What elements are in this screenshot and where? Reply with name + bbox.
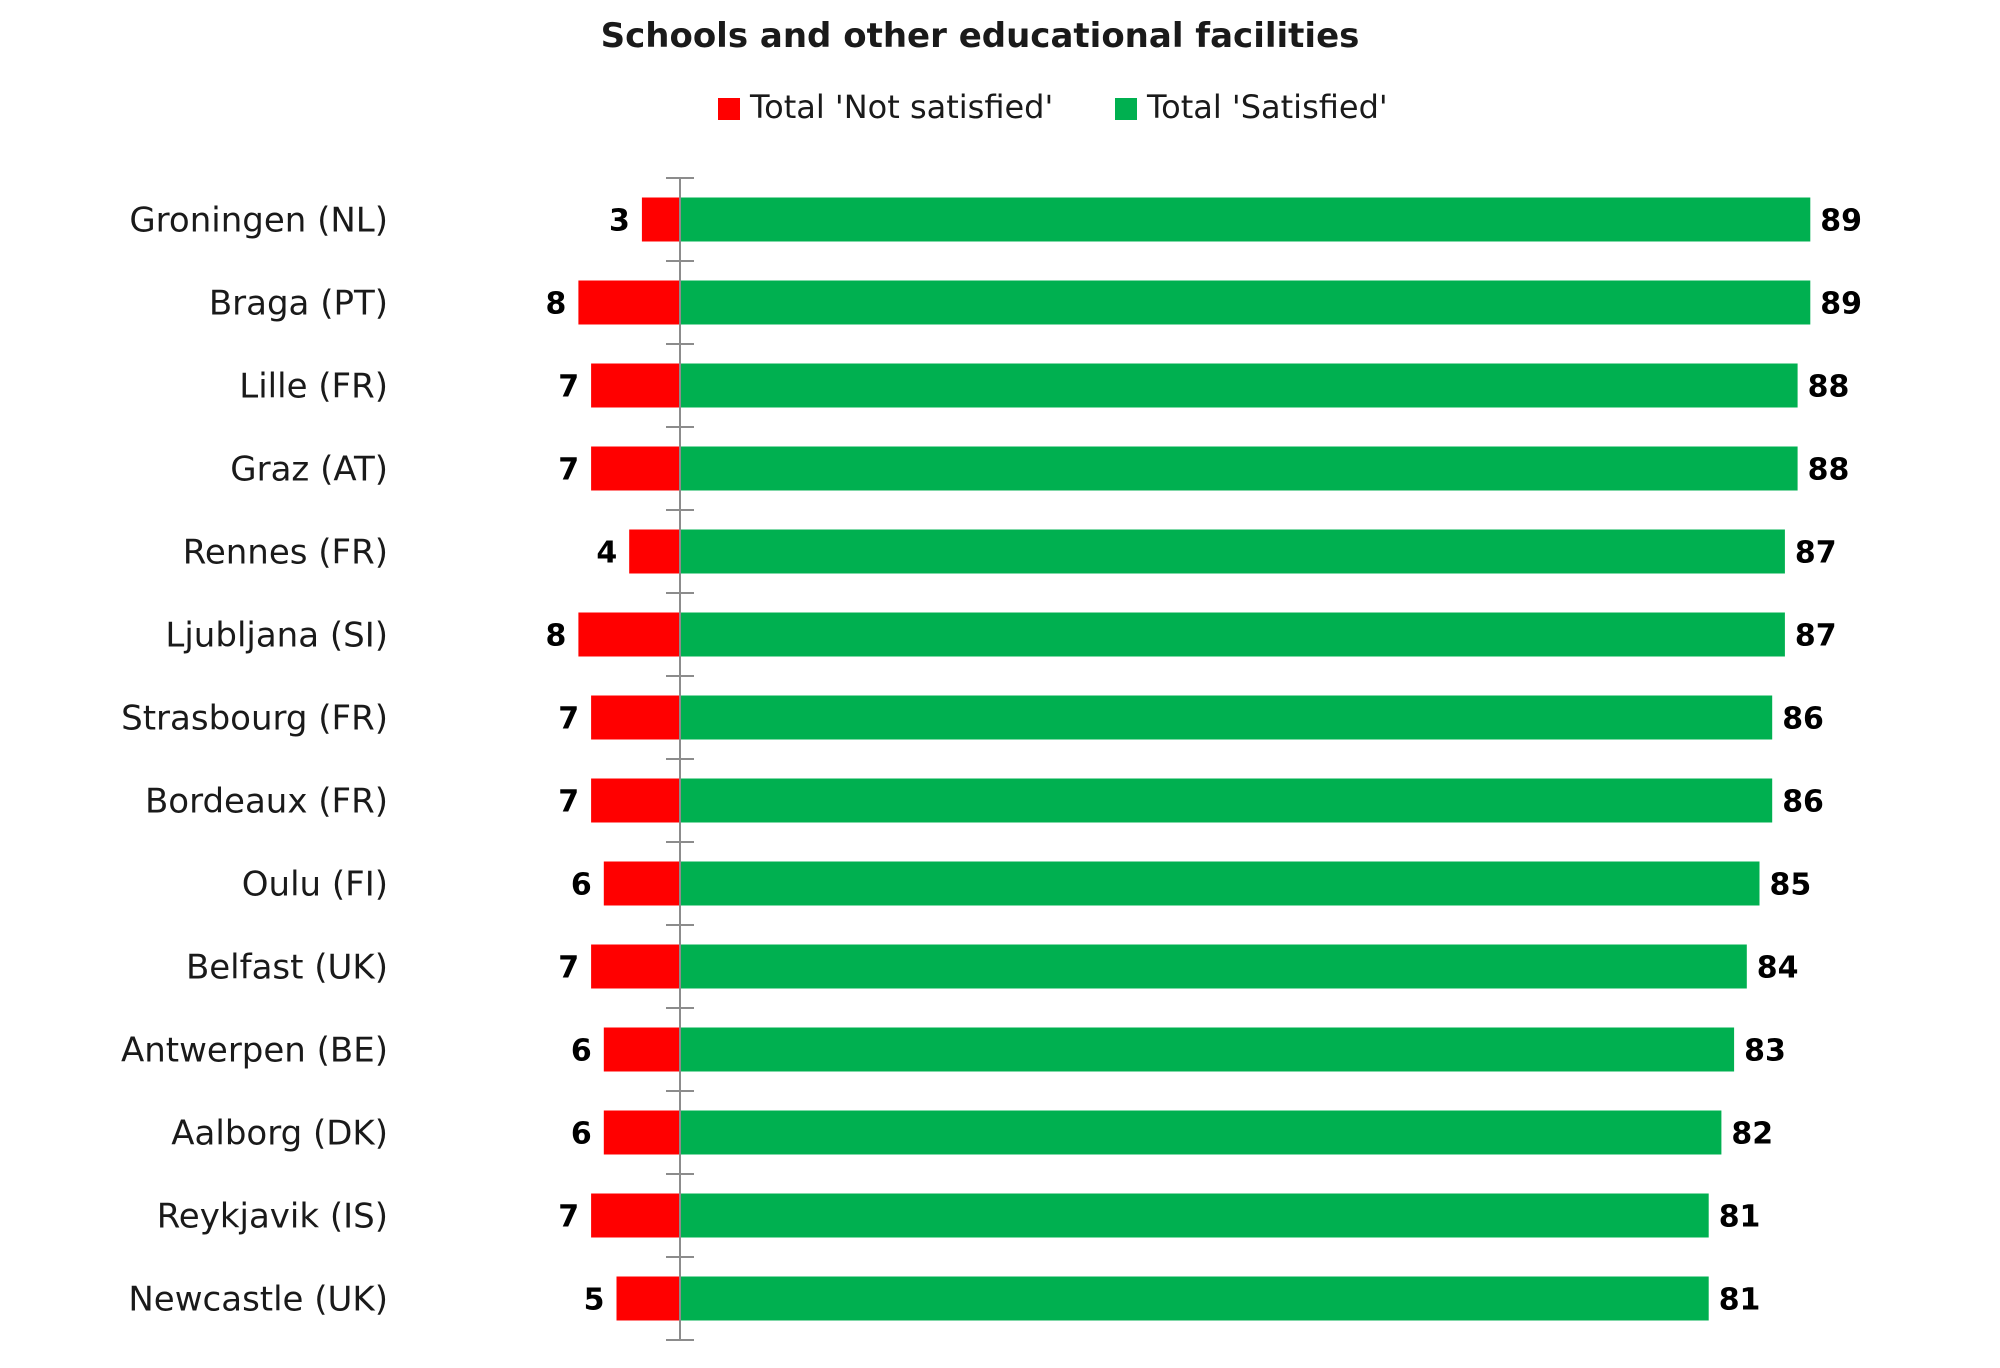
legend-swatch-not-satisfied [718, 98, 740, 120]
data-label-satisfied: 88 [1808, 453, 1850, 488]
data-label-not-satisfied: 7 [558, 951, 579, 986]
data-label-not-satisfied: 7 [558, 785, 579, 820]
category-label: Belfast (UK) [186, 948, 388, 988]
data-label-satisfied: 87 [1795, 536, 1837, 571]
bar-satisfied [680, 1276, 1709, 1321]
data-label-not-satisfied: 7 [558, 1200, 579, 1235]
category-label: Reykjavik (IS) [157, 1197, 388, 1237]
legend: Total 'Not satisfied' Total 'Satisfied' [718, 88, 1388, 126]
category-label: Lille (FR) [239, 367, 388, 407]
data-label-satisfied: 81 [1719, 1283, 1761, 1318]
bar-not-satisfied [629, 529, 680, 574]
bar-not-satisfied [591, 363, 680, 408]
data-label-not-satisfied: 7 [558, 453, 579, 488]
bar-not-satisfied [591, 778, 680, 823]
bar-satisfied [680, 446, 1798, 491]
bar-not-satisfied [591, 1193, 680, 1238]
category-label: Strasbourg (FR) [121, 699, 388, 739]
bar-satisfied [680, 1110, 1722, 1155]
chart-title: Schools and other educational facilities [601, 16, 1360, 56]
data-label-satisfied: 84 [1757, 951, 1799, 986]
data-label-satisfied: 81 [1719, 1200, 1761, 1235]
category-label: Newcastle (UK) [128, 1280, 388, 1320]
category-label: Ljubljana (SI) [165, 616, 388, 656]
legend-label-not-satisfied: Total 'Not satisfied' [749, 88, 1053, 126]
data-label-not-satisfied: 3 [609, 204, 630, 239]
bar-satisfied [680, 612, 1785, 657]
data-label-satisfied: 86 [1782, 785, 1824, 820]
bar-not-satisfied [591, 944, 680, 989]
category-label: Oulu (FI) [242, 865, 388, 905]
data-label-not-satisfied: 8 [546, 619, 567, 654]
bar-satisfied [680, 695, 1773, 740]
data-label-satisfied: 86 [1782, 702, 1824, 737]
bar-not-satisfied [591, 695, 680, 740]
bar-not-satisfied [578, 280, 680, 325]
bar-satisfied [680, 1027, 1735, 1072]
data-label-satisfied: 85 [1770, 868, 1812, 903]
plot-area: Groningen (NL) 3 89 Braga (PT) 8 89 Lille (FR)… [121, 177, 1862, 1341]
data-label-not-satisfied: 7 [558, 702, 579, 737]
bar-satisfied [680, 861, 1760, 906]
data-label-satisfied: 82 [1731, 1117, 1773, 1152]
category-label: Bordeaux (FR) [145, 782, 388, 822]
data-label-satisfied: 89 [1820, 287, 1862, 322]
data-label-satisfied: 88 [1808, 370, 1850, 405]
category-label: Rennes (FR) [183, 533, 388, 573]
bar-not-satisfied [616, 1276, 680, 1321]
data-label-satisfied: 83 [1744, 1034, 1786, 1069]
category-label: Graz (AT) [230, 450, 388, 490]
category-label: Aalborg (DK) [171, 1114, 388, 1154]
legend-label-satisfied: Total 'Satisfied' [1146, 88, 1388, 126]
bar-satisfied [680, 197, 1811, 242]
category-label: Braga (PT) [209, 284, 388, 324]
data-label-not-satisfied: 4 [596, 536, 617, 571]
legend-swatch-satisfied [1115, 98, 1137, 120]
data-label-satisfied: 89 [1820, 204, 1862, 239]
category-label: Antwerpen (BE) [121, 1031, 388, 1071]
bar-not-satisfied [578, 612, 680, 657]
bar-satisfied [680, 944, 1747, 989]
bar-not-satisfied [591, 446, 680, 491]
data-label-not-satisfied: 6 [571, 1034, 592, 1069]
bar-satisfied [680, 1193, 1709, 1238]
bar-satisfied [680, 363, 1798, 408]
bar-not-satisfied [603, 1110, 680, 1155]
data-label-not-satisfied: 7 [558, 370, 579, 405]
bar-satisfied [680, 529, 1785, 574]
data-label-not-satisfied: 5 [584, 1283, 605, 1318]
bar-satisfied [680, 280, 1811, 325]
category-label: Groningen (NL) [129, 201, 388, 241]
bar-satisfied [680, 778, 1773, 823]
data-label-not-satisfied: 6 [571, 868, 592, 903]
data-label-satisfied: 87 [1795, 619, 1837, 654]
data-label-not-satisfied: 8 [546, 287, 567, 322]
data-label-not-satisfied: 6 [571, 1117, 592, 1152]
bar-not-satisfied [603, 861, 680, 906]
bar-not-satisfied [603, 1027, 680, 1072]
bar-not-satisfied [641, 197, 680, 242]
